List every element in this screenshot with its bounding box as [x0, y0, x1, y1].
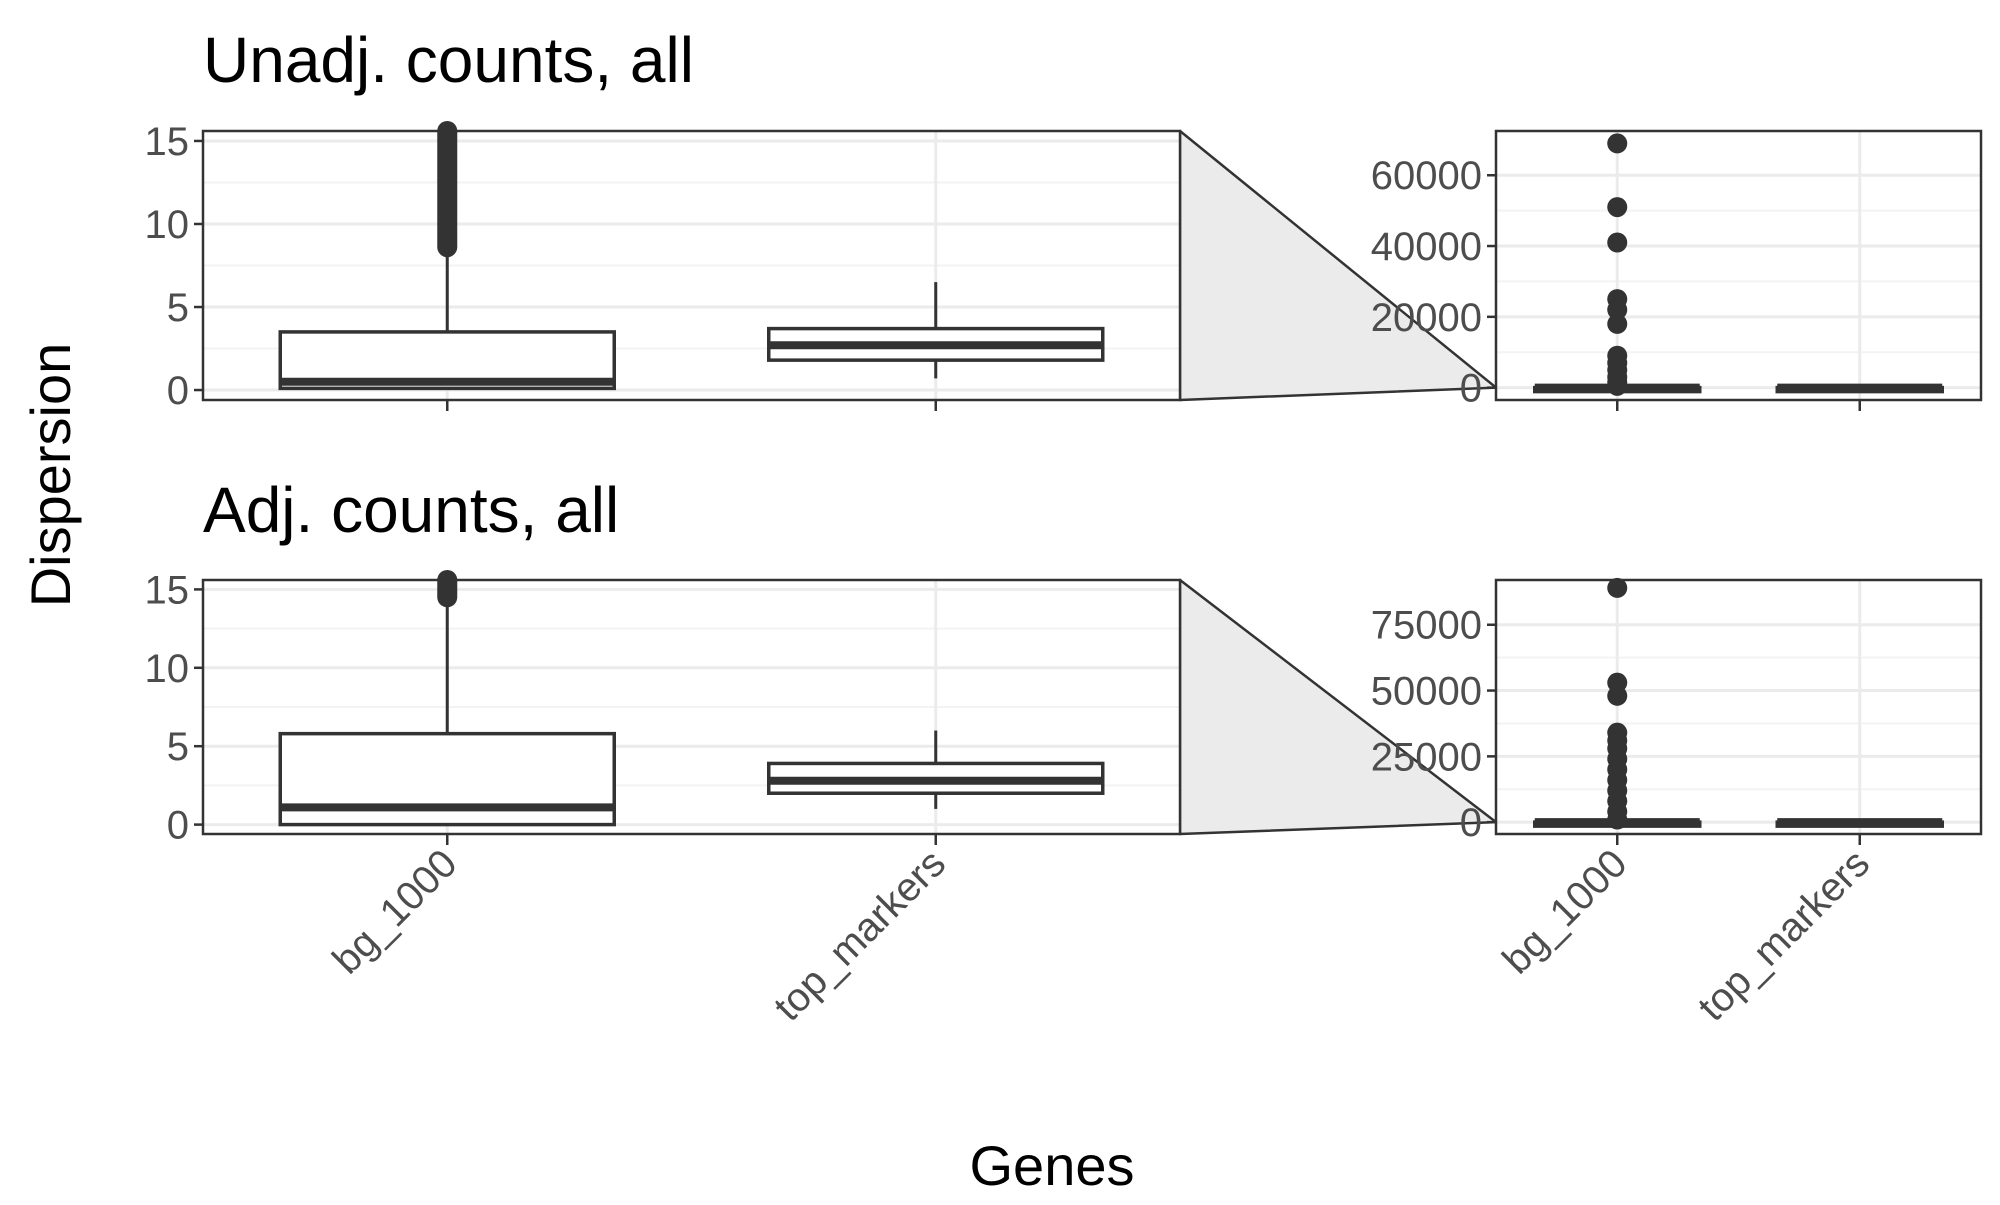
row2-full-panel-border	[1494, 578, 1983, 836]
panels-layer: 0 5 10 15 0 20000 40000 60000 0 5 10 15 bg_1000 top_m…	[145, 120, 1983, 1030]
row2-full-bg-1000-outlier-point	[1607, 685, 1628, 706]
row1-full-y-tick-label: 0	[1460, 367, 1482, 411]
row1-full-bg-1000-outlier-point	[1607, 133, 1628, 154]
row2-full-y-tick-label: 50000	[1371, 670, 1482, 714]
row1-zoom-y-tick-label: 10	[145, 203, 190, 247]
row2-zoom-x-tick-label: top_markers	[766, 841, 954, 1029]
row2-full-x-tick-label: bg_1000	[1494, 841, 1635, 982]
row2-zoom-y-tick-label: 10	[145, 647, 190, 691]
row1-full-bg-1000-outlier-point	[1607, 299, 1628, 320]
row1-full-y-tick-label: 20000	[1371, 296, 1482, 340]
row-title-adj: Adj. counts, all	[203, 474, 619, 546]
row1-zoom-y-tick-label: 0	[167, 369, 189, 413]
row2-full-y-tick-label: 75000	[1371, 604, 1482, 648]
row2-full-bg-1000-outlier-point	[1607, 577, 1628, 598]
row2-full-bg-1000-box	[1533, 577, 1702, 830]
row2-zoom-bg-1000-box	[278, 570, 616, 827]
row1-full-panel-border	[1494, 129, 1983, 402]
row2-zoom-top-markers-box	[767, 730, 1105, 809]
row-title-unadj: Unadj. counts, all	[203, 24, 694, 96]
row1-full-panel-bg	[1496, 131, 1981, 400]
row1-zoom-bg-1000-box	[278, 121, 616, 391]
row2-full-y-tick-label: 25000	[1371, 735, 1482, 779]
row2-full-panel-bg	[1496, 580, 1981, 834]
row1-full-top-markers-box	[1775, 383, 1944, 394]
row2-full-y-tick-label: 0	[1460, 801, 1482, 845]
row1-full-bg-1000-outlier-point	[1607, 313, 1628, 334]
row2-full-top-markers-box	[1775, 818, 1944, 828]
row2-zoom-panel: 0 5 10 15 bg_1000 top_markers	[145, 568, 1182, 1030]
row1-full-y-tick-label: 40000	[1371, 225, 1482, 269]
row2-full-x-tick-label: top_markers	[1690, 841, 1878, 1029]
row1-full-bg-1000-box	[1533, 133, 1702, 396]
row2-zoom-y-tick-label: 15	[145, 568, 190, 612]
row1-zoom-panel: 0 5 10 15	[145, 120, 1182, 413]
row1-zoom-y-tick-label: 15	[145, 120, 190, 164]
y-axis-title: Dispersion	[19, 343, 82, 608]
row2-full-panel: 0 25000 50000 75000 bg_1000 top_markers	[1371, 577, 1983, 1030]
x-axis-title: Genes	[970, 1134, 1135, 1197]
row1-full-panel: 0 20000 40000 60000	[1371, 129, 1983, 411]
row2-zoom-panel-border	[201, 578, 1182, 836]
row1-full-y-tick-label: 60000	[1371, 154, 1482, 198]
row1-zoom-y-tick-label: 5	[167, 286, 189, 330]
row2-zoom-x-tick-label: bg_1000	[324, 841, 465, 982]
row2-zoom-y-tick-label: 5	[167, 725, 189, 769]
row2-zoom-y-tick-label: 0	[167, 804, 189, 848]
row1-zoom-panel-border	[201, 129, 1182, 402]
row1-full-bg-1000-outlier-point	[1607, 232, 1628, 253]
row1-full-bg-1000-outlier-point	[1607, 197, 1628, 218]
row1-zoom-top-markers-box	[767, 282, 1105, 379]
